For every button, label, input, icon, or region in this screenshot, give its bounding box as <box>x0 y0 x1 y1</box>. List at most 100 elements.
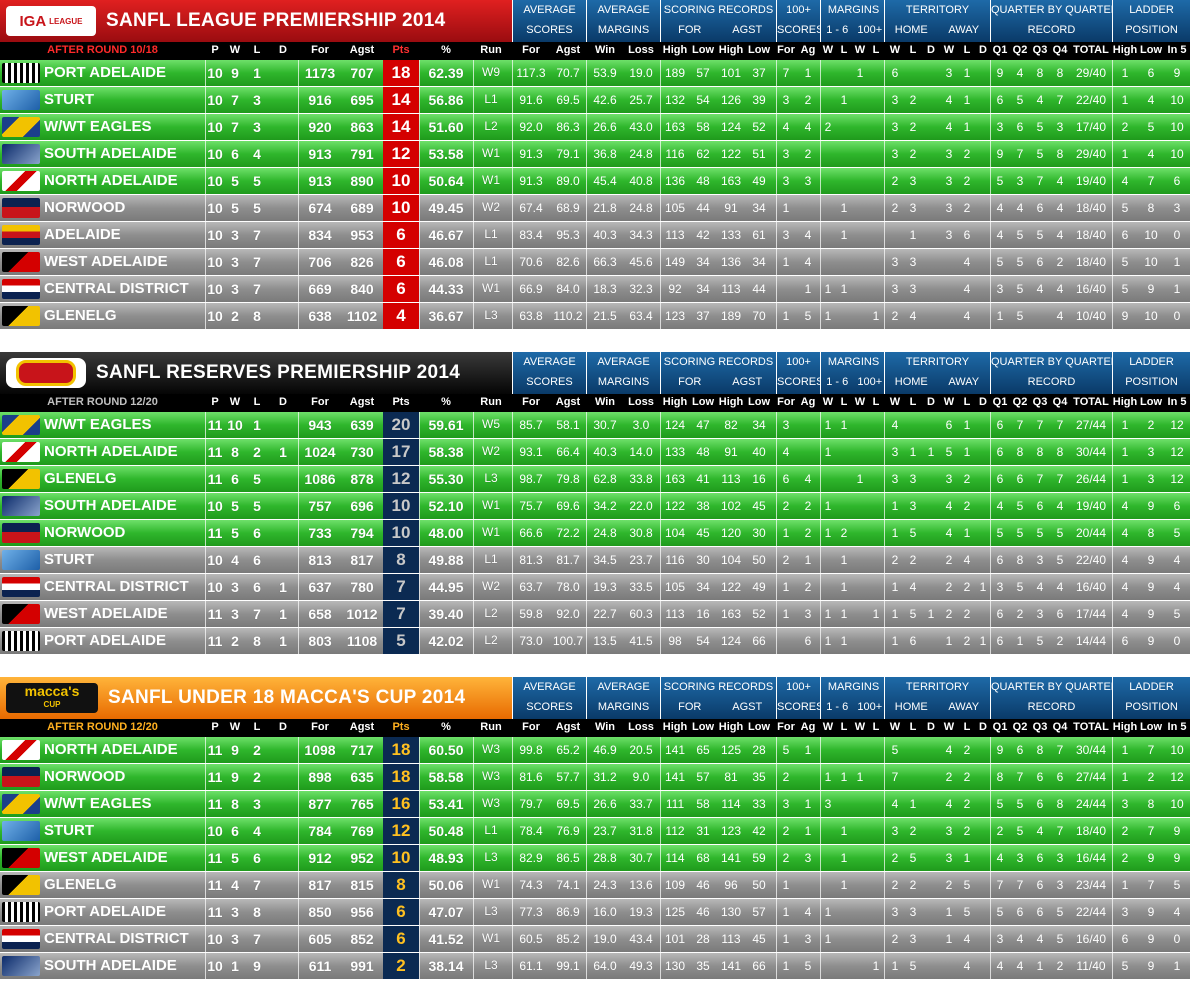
group-header-subtitle: MARGINS <box>597 24 650 36</box>
cell-l5: 5 <box>1173 526 1181 540</box>
cell-pts: 6 <box>383 899 419 925</box>
cell-d <box>268 146 298 163</box>
cell-aw: 3 <box>945 147 953 161</box>
table-row[interactable]: CENTRAL DISTRICT 10 3 7 669 840 44.33 W1 66.9 84.… <box>0 276 1190 303</box>
column-divider <box>1112 276 1113 302</box>
cell-pct: 44.33 <box>428 281 464 297</box>
cell-hw: 3 <box>891 120 899 134</box>
cell-agst: 769 <box>350 823 374 839</box>
table-row[interactable]: CENTRAL DISTRICT 10 3 7 605 852 41.52 W1 60.5 85.… <box>0 926 1190 953</box>
cell-avga: 68.9 <box>556 201 580 215</box>
cell-q1: 8 <box>996 770 1004 784</box>
table-row[interactable]: CENTRAL DISTRICT 10 3 6 1 637 780 44.95 W2 63.7 78… <box>0 574 1190 601</box>
cell-w: 7 <box>231 92 239 108</box>
group-header: LADDER POSITION <box>1112 0 1190 42</box>
cell-mwin: 46.9 <box>593 743 617 757</box>
cell-avgf: 78.4 <box>519 824 543 838</box>
cell-ca: 2 <box>804 580 812 594</box>
column-divider <box>586 926 587 952</box>
cell-al2: 1 <box>963 851 971 865</box>
cell-avgf: 61.1 <box>519 959 543 973</box>
cell-w: 5 <box>231 200 239 216</box>
cell-for: 637 <box>308 579 332 595</box>
table-row[interactable]: WEST ADELAIDE 11 5 6 912 952 48.93 L3 82.9 86.5 28… <box>0 845 1190 872</box>
table-row[interactable]: PORT ADELAIDE 10 9 1 1173 707 62.39 W9 117.3 70.7… <box>0 60 1190 87</box>
cell-l5: 1 <box>1173 282 1181 296</box>
team-name: GLENELG <box>44 307 117 324</box>
cell-ll: 9 <box>1147 282 1155 296</box>
cell-q4: 4 <box>1056 580 1064 594</box>
cell-mloss: 45.6 <box>629 255 653 269</box>
cell-aw: 4 <box>945 499 953 513</box>
cell-mwin: 40.3 <box>593 445 617 459</box>
table-row[interactable]: NORWOOD 10 5 5 674 689 49.45 W2 67.4 68.9 21.8 24.8… <box>0 195 1190 222</box>
column-divider <box>884 953 885 979</box>
table-row[interactable]: W/WT EAGLES 10 7 3 920 863 51.60 L2 92.0 86.3 26.6… <box>0 114 1190 141</box>
table-row[interactable]: STURT 10 6 4 784 769 50.48 L1 78.4 76.9 23.7 31.8 11… <box>0 818 1190 845</box>
table-row[interactable]: SOUTH ADELAIDE 10 6 4 913 791 53.58 W1 91.3 79.1 3… <box>0 141 1190 168</box>
table-row[interactable]: SOUTH ADELAIDE 10 1 9 611 991 38.14 L3 61.1 99.1 6… <box>0 953 1190 980</box>
table-row[interactable]: NORTH ADELAIDE 10 5 5 913 890 50.64 W1 91.3 89.0 4… <box>0 168 1190 195</box>
cell-aw: 3 <box>945 228 953 242</box>
column-header-hl: L <box>909 44 917 56</box>
team-name: NORTH ADELAIDE <box>44 741 178 758</box>
column-divider <box>205 818 206 844</box>
table-row[interactable]: W/WT EAGLES 11 8 3 877 765 53.41 W3 79.7 69.5 26.6… <box>0 791 1190 818</box>
table-row[interactable]: SOUTH ADELAIDE 10 5 5 757 696 52.10 W1 75.7 69.6 3… <box>0 493 1190 520</box>
cell-ah: 91 <box>724 445 738 459</box>
table-row[interactable]: NORWOOD 11 9 2 898 635 58.58 W3 81.6 57.7 31.2 9.0 1… <box>0 764 1190 791</box>
table-row[interactable]: GLENELG 11 4 7 817 815 50.06 W1 74.3 74.1 24.3 13.6… <box>0 872 1190 899</box>
column-divider <box>586 412 587 438</box>
table-row[interactable]: NORTH ADELAIDE 11 9 2 1098 717 60.50 W3 99.8 65.2… <box>0 737 1190 764</box>
table-row[interactable]: PORT ADELAIDE 11 3 8 850 956 47.07 L3 77.3 86.9 16… <box>0 899 1190 926</box>
cell-lh: 4 <box>1121 553 1129 567</box>
table-row[interactable]: ADELAIDE 10 3 7 834 953 46.67 L1 83.4 95.3 40.3 34.… <box>0 222 1190 249</box>
cell-q2: 5 <box>1016 93 1024 107</box>
table-header: macca's CUP SANFL UNDER 18 MACCA'S CUP 201… <box>0 677 1190 719</box>
cell-l5: 10 <box>1170 797 1184 811</box>
cell-pts: 14 <box>383 114 419 140</box>
table-row[interactable]: STURT 10 7 3 916 695 56.86 L1 91.6 69.5 42.6 25.7 13… <box>0 87 1190 114</box>
cell-for: 784 <box>308 823 332 839</box>
cell-fh: 123 <box>664 309 686 323</box>
cell-q1: 4 <box>996 851 1004 865</box>
table-row[interactable]: GLENELG 10 2 8 638 1102 36.67 L3 63.8 110.2 21.5 63… <box>0 303 1190 330</box>
cell-aw: 6 <box>945 418 953 432</box>
table-row[interactable]: PORT ADELAIDE 11 2 8 1 803 1108 42.02 L2 73.0 100.… <box>0 628 1190 655</box>
table-row[interactable]: W/WT EAGLES 11 10 1 943 639 59.61 W5 85.7 58.1 30.… <box>0 412 1190 439</box>
cell-avgf: 91.3 <box>519 147 543 161</box>
cell-aw: 4 <box>945 797 953 811</box>
cell-fh: 125 <box>664 905 686 919</box>
column-divider <box>419 601 420 627</box>
after-round-label: AFTER ROUND 10/18 <box>47 44 158 56</box>
cell-cf: 2 <box>782 553 790 567</box>
column-divider <box>1112 953 1113 979</box>
column-divider <box>776 845 777 871</box>
group-header: QUARTER BY QUARTER RECORD <box>990 677 1119 719</box>
cell-run: W9 <box>482 65 500 79</box>
cell-tot: 22/40 <box>1075 553 1107 567</box>
cell-for: 813 <box>308 552 332 568</box>
cell-q2: 2 <box>1016 607 1024 621</box>
cell-d <box>268 92 298 109</box>
cell-al: 28 <box>752 743 766 757</box>
group-header-title: QUARTER BY QUARTER <box>991 681 1119 693</box>
column-divider <box>586 276 587 302</box>
table-row[interactable]: STURT 10 4 6 813 817 49.88 L1 81.3 81.7 34.5 23.7 11… <box>0 547 1190 574</box>
column-divider <box>990 818 991 844</box>
cell-mwin: 40.3 <box>593 228 617 242</box>
table-row[interactable]: WEST ADELAIDE 11 3 7 1 658 1012 39.40 L2 59.8 92.0… <box>0 601 1190 628</box>
cell-mwin: 53.9 <box>593 66 617 80</box>
column-divider <box>1112 114 1113 140</box>
table-row[interactable]: NORWOOD 11 5 6 733 794 48.00 W1 66.6 72.2 24.8 30.8… <box>0 520 1190 547</box>
cell-q4: 2 <box>1056 255 1064 269</box>
group-header-subtitle: 1 - 6 <box>826 24 849 36</box>
cell-run: L2 <box>484 633 498 647</box>
column-divider <box>419 303 420 329</box>
table-row[interactable]: WEST ADELAIDE 10 3 7 706 826 46.08 L1 70.6 82.6 66… <box>0 249 1190 276</box>
table-row[interactable]: GLENELG 11 6 5 1086 878 55.30 L3 98.7 79.8 62.8 33.… <box>0 466 1190 493</box>
column-divider <box>776 168 777 194</box>
cell-run: L3 <box>484 308 498 322</box>
cell-for: 669 <box>308 281 332 297</box>
table-row[interactable]: NORTH ADELAIDE 11 8 2 1 1024 730 58.38 W2 93.1 66.… <box>0 439 1190 466</box>
